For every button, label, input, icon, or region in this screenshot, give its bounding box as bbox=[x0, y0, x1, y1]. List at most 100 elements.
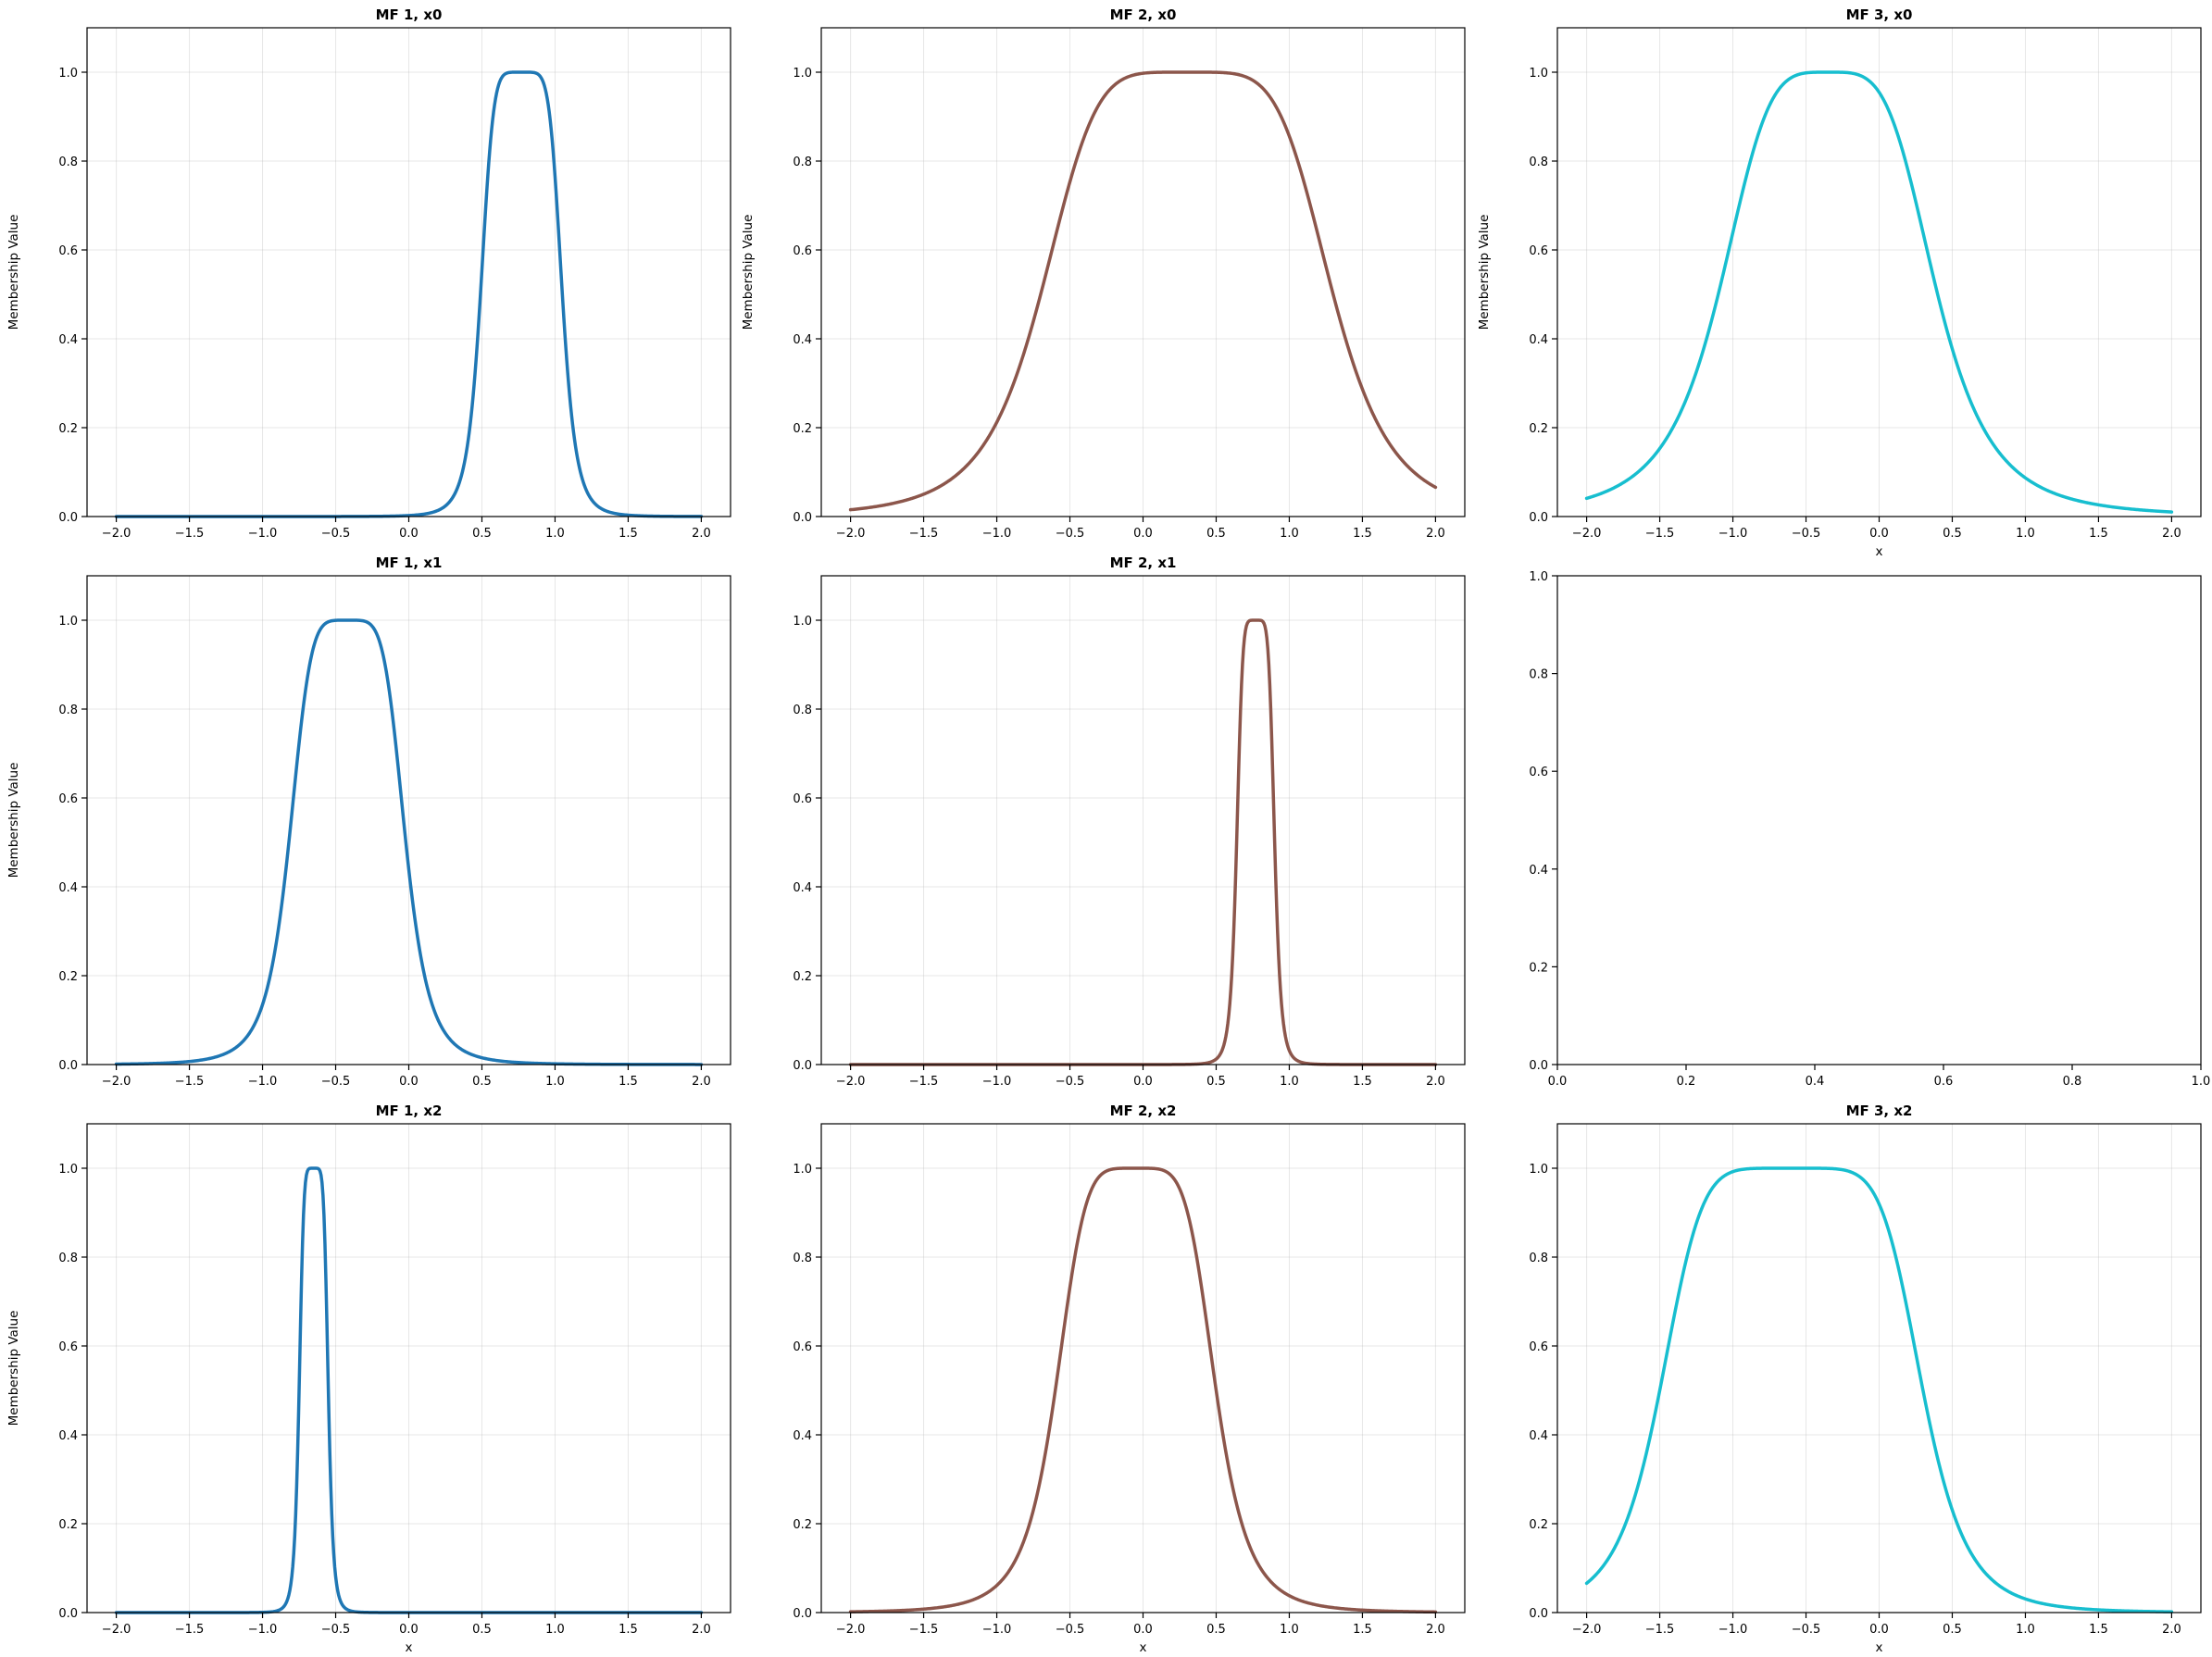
x-tick-label: 2.0 bbox=[2162, 527, 2181, 541]
x-tick-label: 1.0 bbox=[1280, 527, 1299, 541]
x-tick-label: 0.5 bbox=[1206, 527, 1226, 541]
x-axis-label: x bbox=[1140, 1640, 1147, 1655]
x-tick-label: −1.0 bbox=[982, 527, 1012, 541]
x-tick-label: −1.5 bbox=[175, 1075, 205, 1089]
y-tick-label: 1.0 bbox=[1529, 67, 1548, 81]
y-axis-label: Membership Value bbox=[741, 215, 756, 330]
x-tick-label: 0.5 bbox=[1206, 1623, 1226, 1637]
y-tick-label: 0.8 bbox=[58, 704, 78, 717]
y-tick-label: 0.4 bbox=[793, 881, 812, 895]
x-tick-label: −0.5 bbox=[1056, 1075, 1085, 1089]
x-tick-label: −1.5 bbox=[1645, 527, 1675, 541]
x-tick-label: 1.0 bbox=[2016, 1623, 2035, 1637]
x-tick-label: −1.5 bbox=[909, 527, 939, 541]
x-tick-label: −0.5 bbox=[321, 1075, 351, 1089]
x-tick-label: 1.5 bbox=[2089, 527, 2108, 541]
y-tick-label: 0.8 bbox=[1529, 668, 1548, 682]
x-tick-label: 0.0 bbox=[399, 1075, 419, 1089]
y-tick-label: 0.0 bbox=[1529, 511, 1548, 525]
x-tick-label: 1.5 bbox=[619, 527, 638, 541]
x-tick-label: −1.5 bbox=[175, 527, 205, 541]
y-tick-label: 0.4 bbox=[1529, 864, 1548, 878]
x-tick-label: 0.5 bbox=[1943, 527, 1962, 541]
y-tick-label: 0.0 bbox=[793, 1059, 812, 1073]
x-tick-label: 0.5 bbox=[472, 1623, 492, 1637]
x-tick-label: 1.5 bbox=[619, 1623, 638, 1637]
y-tick-label: 0.6 bbox=[1529, 244, 1548, 258]
y-tick-label: 0.0 bbox=[1529, 1059, 1548, 1073]
y-axis-label: Membership Value bbox=[6, 215, 21, 330]
x-tick-label: −1.5 bbox=[909, 1075, 939, 1089]
x-tick-label: −1.0 bbox=[1718, 527, 1748, 541]
x-tick-label: −1.0 bbox=[1718, 1623, 1748, 1637]
y-tick-label: 0.6 bbox=[1529, 1340, 1548, 1354]
y-tick-label: 0.2 bbox=[58, 1518, 78, 1532]
x-tick-label: 0.0 bbox=[1869, 1623, 1889, 1637]
y-tick-label: 0.2 bbox=[1529, 961, 1548, 975]
y-tick-label: 1.0 bbox=[793, 615, 812, 629]
x-tick-label: 1.0 bbox=[1280, 1623, 1299, 1637]
y-tick-label: 0.2 bbox=[58, 422, 78, 436]
subplot-title: MF 2, x2 bbox=[1110, 1103, 1177, 1119]
y-axis-label: Membership Value bbox=[6, 1311, 21, 1427]
x-tick-label: 0.5 bbox=[472, 527, 492, 541]
y-tick-label: 0.6 bbox=[58, 1340, 78, 1354]
subplot: −2.0 −1.5 −1.0 −0.5 0.0 0.5 1.0 1.5 2.0 0.0 0.2 0.4… bbox=[1477, 6, 2202, 559]
x-tick-label: −0.5 bbox=[1792, 1623, 1821, 1637]
y-tick-label: 0.4 bbox=[793, 1429, 812, 1443]
membership-curve bbox=[848, 70, 1438, 512]
y-tick-label: 0.8 bbox=[1529, 156, 1548, 169]
x-tick-label: 2.0 bbox=[692, 1075, 711, 1089]
y-tick-label: 0.0 bbox=[793, 511, 812, 525]
x-tick-label: −0.5 bbox=[321, 1623, 351, 1637]
x-axis-label: x bbox=[1876, 1640, 1883, 1655]
y-tick-label: 1.0 bbox=[793, 67, 812, 81]
y-tick-label: 0.6 bbox=[1529, 766, 1548, 779]
x-tick-label: 0.5 bbox=[472, 1075, 492, 1089]
subplot: −2.0 −1.5 −1.0 −0.5 0.0 0.5 1.0 1.5 2.0 0.0 0.2 0.4… bbox=[1529, 1103, 2202, 1655]
y-tick-label: 0.6 bbox=[793, 244, 812, 258]
membership-curve bbox=[848, 1166, 1438, 1614]
subplot: 0.0 0.2 0.4 0.6 0.8 1.0 0.0 0.2 0.4 0.6 0.8 1.0 bbox=[1529, 570, 2210, 1089]
axes-frame bbox=[1556, 575, 2202, 1065]
x-tick-label: 0.5 bbox=[1206, 1075, 1226, 1089]
x-tick-label: 0.8 bbox=[2063, 1075, 2082, 1089]
y-tick-label: 0.4 bbox=[58, 333, 78, 347]
y-tick-label: 0.8 bbox=[58, 156, 78, 169]
x-tick-label: −1.5 bbox=[909, 1623, 939, 1637]
x-tick-label: 0.2 bbox=[1677, 1075, 1696, 1089]
x-tick-label: 0.0 bbox=[1133, 527, 1153, 541]
y-tick-label: 0.0 bbox=[58, 511, 78, 525]
y-tick-label: 0.4 bbox=[1529, 1429, 1548, 1443]
y-tick-label: 1.0 bbox=[1529, 1163, 1548, 1177]
y-tick-label: 0.4 bbox=[1529, 333, 1548, 347]
subplot: −2.0 −1.5 −1.0 −0.5 0.0 0.5 1.0 1.5 2.0 0.0 0.2 0.4… bbox=[6, 554, 731, 1089]
y-tick-label: 0.0 bbox=[793, 1607, 812, 1621]
y-tick-label: 0.2 bbox=[1529, 422, 1548, 436]
y-tick-label: 0.6 bbox=[793, 792, 812, 806]
y-axis-label: Membership Value bbox=[6, 763, 21, 878]
x-tick-label: 1.0 bbox=[545, 1075, 565, 1089]
y-tick-label: 0.2 bbox=[793, 422, 812, 436]
subplot-title: MF 1, x0 bbox=[376, 6, 443, 23]
x-tick-label: 1.0 bbox=[545, 527, 565, 541]
y-tick-label: 0.8 bbox=[793, 156, 812, 169]
x-tick-label: 0.0 bbox=[1133, 1623, 1153, 1637]
y-tick-label: 0.2 bbox=[1529, 1518, 1548, 1532]
x-tick-label: 1.0 bbox=[1280, 1075, 1299, 1089]
x-tick-label: −2.0 bbox=[1572, 1623, 1602, 1637]
x-tick-label: 0.0 bbox=[399, 527, 419, 541]
x-tick-label: −2.0 bbox=[1572, 527, 1602, 541]
subplot: −2.0 −1.5 −1.0 −0.5 0.0 0.5 1.0 1.5 2.0 0.0 0.2 0.4… bbox=[793, 1103, 1466, 1655]
x-tick-label: −2.0 bbox=[836, 1075, 866, 1089]
x-tick-label: 2.0 bbox=[1426, 527, 1445, 541]
x-axis-label: x bbox=[1876, 544, 1883, 559]
x-tick-label: 1.0 bbox=[2016, 527, 2035, 541]
x-tick-label: 0.0 bbox=[399, 1623, 419, 1637]
x-tick-label: 0.4 bbox=[1806, 1075, 1825, 1089]
x-tick-label: −2.0 bbox=[836, 1623, 866, 1637]
x-tick-label: −2.0 bbox=[102, 1075, 131, 1089]
x-tick-label: −0.5 bbox=[1792, 527, 1821, 541]
subplot-title: MF 2, x0 bbox=[1110, 6, 1177, 23]
